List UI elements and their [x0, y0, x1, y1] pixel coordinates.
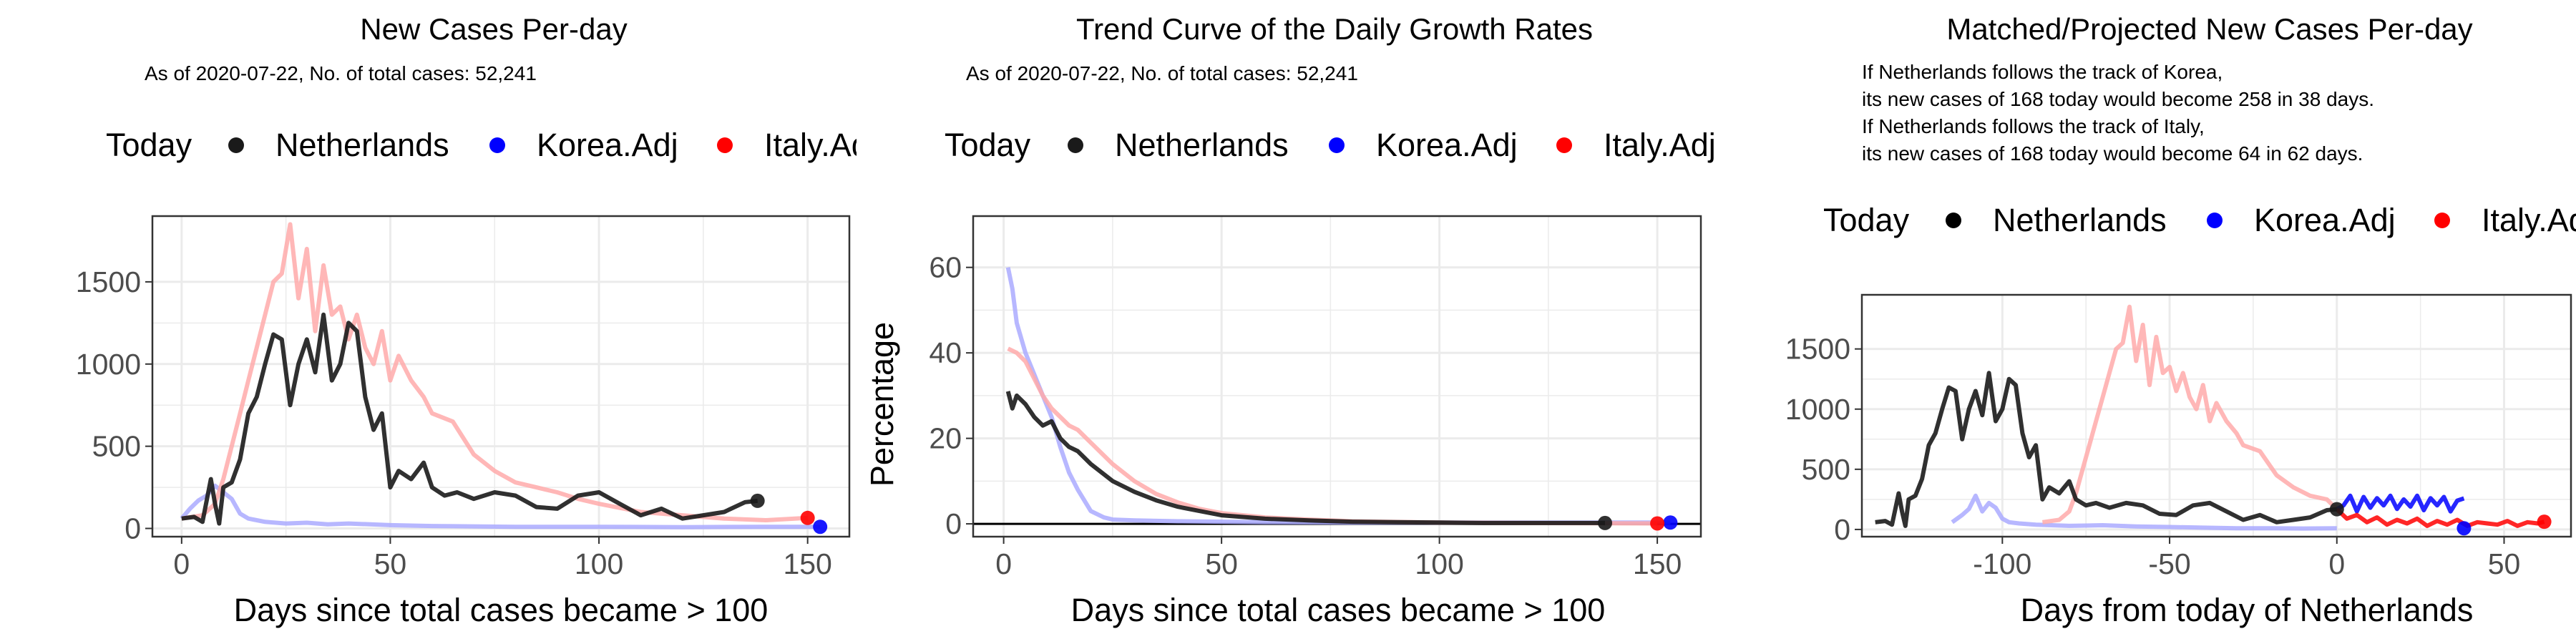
y-axis-title: Percentage	[864, 322, 900, 487]
x-tick-label: 50	[374, 547, 407, 580]
today-point-korea-adj	[813, 519, 828, 535]
subtitle-line-1: If Netherlands follows the track of Kore…	[1862, 61, 2223, 83]
today-point-italy-adj	[800, 510, 815, 525]
today-point-korea-adj	[2457, 521, 2472, 536]
chart-title: New Cases Per-day	[360, 12, 627, 46]
legend-key-italy	[717, 137, 733, 153]
legend: Today Netherlands Korea.Adj Italy.Adj	[945, 127, 1716, 163]
y-tick-label: 500	[1802, 453, 1850, 486]
x-tick-label: 0	[995, 547, 1012, 580]
subtitle-line-3: If Netherlands follows the track of Ital…	[1862, 115, 2205, 137]
chart-subtitle: As of 2020-07-22, No. of total cases: 52…	[966, 62, 1358, 84]
legend-label-netherlands: Netherlands	[1115, 127, 1289, 163]
series-line-netherlands	[1875, 371, 2338, 528]
y-tick-label: 0	[1834, 513, 1850, 546]
x-tick-label: 50	[2488, 547, 2521, 580]
series-line-italy-adj	[181, 222, 808, 522]
panel-growth-rates: Trend Curve of the Daily Growth Rates As…	[859, 0, 1717, 644]
plot-border	[972, 215, 1702, 538]
legend-label-italy: Italy.Adj	[1604, 127, 1716, 163]
today-point-netherlands	[1598, 515, 1613, 530]
y-tick-label: 60	[929, 251, 962, 284]
today-point-netherlands	[750, 493, 765, 508]
series-line-korea-adj-past	[1951, 493, 2337, 531]
x-axis-title: Days from today of Netherlands	[2021, 592, 2474, 628]
legend-title: Today	[106, 127, 192, 163]
series-line-netherlands	[181, 312, 758, 526]
legend-key-italy	[1556, 137, 1572, 153]
chart-title: Trend Curve of the Daily Growth Rates	[1076, 12, 1593, 46]
plot-border	[151, 215, 851, 538]
legend-clip: Italy.Adj	[2482, 202, 2576, 238]
y-tick-label: 1500	[76, 265, 141, 298]
x-axis-title: Days since total cases became > 100	[1071, 592, 1606, 628]
x-tick-label: 0	[173, 547, 190, 580]
plot-area: 0 50 100 150 0 20 40 60	[929, 215, 1702, 580]
today-point-italy-adj	[1650, 516, 1665, 531]
legend: Today Netherlands Korea.Adj Italy.Adj	[106, 127, 859, 163]
series-line-netherlands	[1005, 391, 1605, 525]
chart-growth-rates: Trend Curve of the Daily Growth Rates As…	[864, 12, 1716, 628]
series-line-italy-adj	[1007, 346, 1658, 526]
panel-new-cases: New Cases Per-day As of 2020-07-22, No. …	[0, 0, 859, 644]
subtitle-line-4: its new cases of 168 today would become …	[1862, 142, 2363, 165]
series-line-korea-adj	[2336, 493, 2465, 514]
x-tick-label: -50	[2148, 547, 2190, 580]
legend-key-netherlands	[1946, 213, 1961, 228]
legend-clip: Italy.Adj	[764, 127, 859, 163]
y-tick-label: 0	[945, 507, 962, 540]
chart-title: Matched/Projected New Cases Per-day	[1946, 12, 2472, 46]
x-tick-label: 0	[2328, 547, 2345, 580]
legend-key-korea	[2207, 213, 2223, 228]
legend-key-netherlands	[1068, 137, 1083, 153]
x-tick-label: 100	[1415, 547, 1463, 580]
y-tick-label: 500	[92, 430, 141, 463]
legend-clip: Italy.Adj	[1604, 127, 1716, 163]
today-point-netherlands	[2329, 502, 2344, 517]
legend-key-korea	[1329, 137, 1345, 153]
plot-border	[1860, 293, 2572, 538]
today-point-korea-adj	[1663, 515, 1678, 530]
x-tick-label: 50	[1205, 547, 1238, 580]
legend: Today Netherlands Korea.Adj Italy.Adj	[1823, 202, 2576, 238]
legend-key-korea	[489, 137, 505, 153]
y-tick-label: 20	[929, 422, 962, 455]
series-line-italy-adj-past	[2041, 304, 2338, 525]
legend-key-italy	[2434, 213, 2450, 228]
legend-label-korea: Korea.Adj	[1376, 127, 1518, 163]
legend-label-korea: Korea.Adj	[2254, 202, 2396, 238]
legend-title: Today	[1823, 202, 1910, 238]
chart-subtitle: If Netherlands follows the track of Kore…	[1862, 61, 2374, 165]
legend-label-netherlands: Netherlands	[1993, 202, 2167, 238]
y-tick-label: 1000	[1785, 393, 1850, 426]
legend-title: Today	[945, 127, 1031, 163]
x-tick-label: 100	[575, 547, 623, 580]
chart-matched-projected: Matched/Projected New Cases Per-day If N…	[1785, 12, 2576, 628]
y-tick-label: 40	[929, 336, 962, 369]
subtitle-line-2: its new cases of 168 today would become …	[1862, 88, 2374, 110]
x-axis-title: Days since total cases became > 100	[234, 592, 769, 628]
panel-matched-projected: Matched/Projected New Cases Per-day If N…	[1717, 0, 2576, 644]
legend-label-italy: Italy.Adj	[764, 127, 859, 163]
x-tick-label: 150	[783, 547, 831, 580]
y-tick-label: 0	[125, 512, 141, 545]
y-tick-label: 1500	[1785, 333, 1850, 366]
chart-subtitle: As of 2020-07-22, No. of total cases: 52…	[145, 62, 537, 84]
today-point-italy-adj	[2537, 514, 2552, 530]
x-tick-label: -100	[1973, 547, 2031, 580]
legend-label-italy: Italy.Adj	[2482, 202, 2576, 238]
x-tick-label: 150	[1633, 547, 1682, 580]
y-tick-label: 1000	[76, 348, 141, 381]
chart-new-cases: New Cases Per-day As of 2020-07-22, No. …	[76, 12, 859, 628]
legend-label-netherlands: Netherlands	[275, 127, 449, 163]
legend-key-netherlands	[228, 137, 244, 153]
series-line-italy-adj	[2335, 507, 2545, 528]
series-line-korea-adj	[1005, 267, 1671, 525]
legend-label-korea: Korea.Adj	[537, 127, 678, 163]
